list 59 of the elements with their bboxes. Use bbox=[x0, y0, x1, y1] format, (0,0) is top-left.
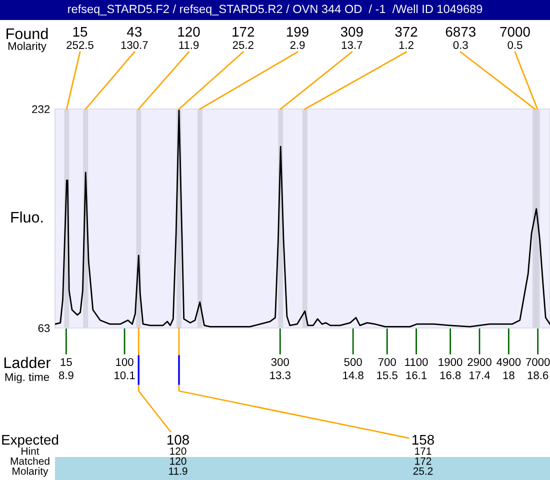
text: 43 bbox=[126, 26, 142, 37]
text: 700 bbox=[378, 358, 396, 366]
text: 25.2 bbox=[232, 41, 254, 49]
text: 130.7 bbox=[121, 41, 148, 49]
text: 120 bbox=[170, 447, 186, 455]
text: 0.5 bbox=[508, 41, 522, 49]
text: 1100 bbox=[405, 358, 428, 366]
x-tick-label: 8.9 bbox=[58, 371, 74, 380]
text: Mig. time bbox=[5, 372, 50, 384]
text: Expected bbox=[2, 434, 58, 448]
x-tick-label: 18.6 bbox=[528, 371, 548, 380]
text: 25.2 bbox=[413, 467, 433, 475]
text: Ladder bbox=[4, 356, 51, 368]
text: Found bbox=[6, 28, 48, 40]
text: 300 bbox=[271, 358, 289, 366]
text: Molarity bbox=[8, 42, 46, 52]
x-tick-label: 16.8 bbox=[440, 371, 461, 380]
text: 4900 bbox=[496, 358, 521, 366]
text: 500 bbox=[344, 358, 362, 366]
text: 120 bbox=[170, 457, 186, 465]
annotation: 108 bbox=[167, 434, 189, 445]
text: 2.9 bbox=[290, 41, 305, 49]
text: 252.5 bbox=[66, 41, 94, 49]
text: 7000 bbox=[526, 358, 550, 366]
text: Hint bbox=[22, 447, 40, 455]
x-tick-label: 17.4 bbox=[470, 371, 490, 380]
text: 15 bbox=[60, 358, 72, 366]
text: Molarity bbox=[12, 467, 48, 477]
y-axis-title: Fluo. bbox=[11, 211, 43, 223]
line-series bbox=[55, 110, 550, 328]
text: 120 bbox=[178, 26, 200, 37]
annotation: 158 bbox=[412, 434, 434, 445]
text: 7000 bbox=[500, 26, 530, 37]
text: 6873 bbox=[446, 26, 476, 37]
text: 100 bbox=[116, 358, 134, 366]
text: 15 bbox=[73, 27, 88, 37]
text: 2900 bbox=[468, 358, 492, 366]
text: 1.2 bbox=[399, 41, 414, 49]
text: 309 bbox=[340, 26, 363, 37]
x-tick-label: 15.5 bbox=[377, 371, 398, 380]
x-tick-label: 13.3 bbox=[270, 371, 290, 380]
text: 11.9 bbox=[179, 41, 199, 49]
x-tick-label: 18 bbox=[503, 371, 514, 380]
text: 199 bbox=[286, 26, 308, 37]
text: 171 bbox=[415, 448, 432, 455]
chart-title: refseq_STARD5.F2 / refseq_STARD5.R2 / OVN 344 OD / -1 /Well ID 1049689 bbox=[68, 4, 482, 16]
text: 11.9 bbox=[169, 467, 188, 475]
text: Matched bbox=[10, 457, 50, 465]
x-tick-label: 16.1 bbox=[406, 371, 427, 380]
text: 13.7 bbox=[342, 41, 362, 49]
x-tick-label: 10.1 bbox=[114, 371, 135, 380]
text: 372 bbox=[395, 26, 418, 37]
x-tick-label: 14.8 bbox=[343, 371, 364, 380]
text: 172 bbox=[232, 26, 254, 37]
y-tick-label: 63 bbox=[38, 324, 50, 332]
text: 1900 bbox=[438, 358, 462, 366]
y-tick-label: 232 bbox=[32, 105, 50, 114]
text: 0.3 bbox=[453, 41, 468, 49]
text: 172 bbox=[415, 457, 432, 465]
